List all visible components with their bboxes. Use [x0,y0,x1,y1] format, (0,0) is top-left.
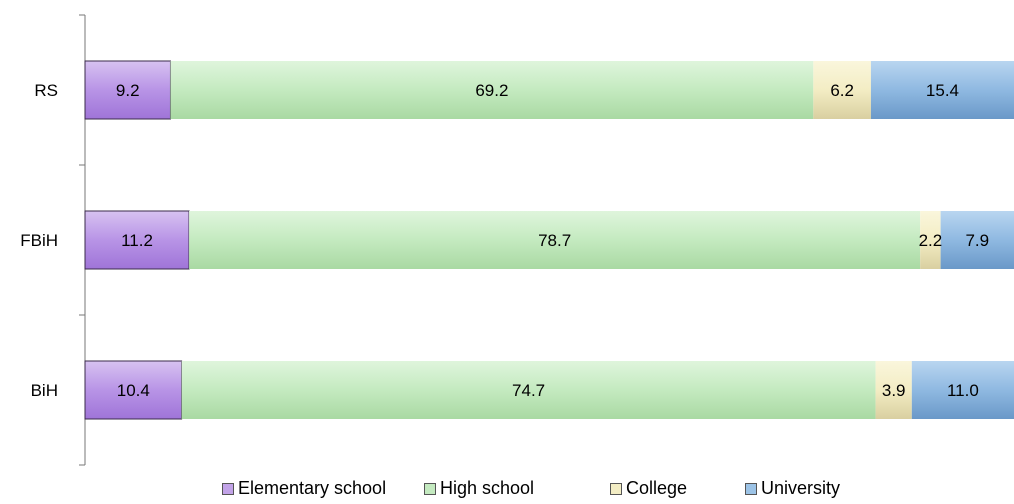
category-label: FBiH [20,231,58,250]
data-label: 9.2 [116,81,140,100]
legend-label: University [761,478,841,498]
category-label: BiH [31,381,58,400]
data-label: 2.2 [919,231,943,250]
data-label: 7.9 [965,231,989,250]
legend-swatch [424,482,436,495]
data-label: 11.0 [947,381,979,400]
bar-segment [170,61,814,119]
legend-label: Elementary school [238,478,387,498]
legend: Elementary school High school College Unive… [0,478,1014,504]
category-label: RS [34,81,58,100]
bar-segment [940,211,1014,269]
bar-segment [181,361,876,419]
legend-item: High school [424,478,534,499]
labels: 9.2 69.2 6.2 15.4 11.2 78.7 2.2 7.9 10.4 74.7 3.9 1… [116,81,989,400]
bar-segment [84,60,171,120]
legend-swatch [222,482,234,495]
legend-label: High school [440,478,535,498]
legend-swatch [610,482,622,495]
bar-segment [84,360,183,420]
data-label: 78.7 [538,231,571,250]
bar-segment [911,361,1014,419]
data-label: 69.2 [475,81,508,100]
bar-segment [920,211,941,269]
bar-segment [870,61,1014,119]
data-label: 6.2 [830,81,854,100]
bar-segment [875,361,912,419]
data-label: 74.7 [512,381,545,400]
legend-item: College [610,478,687,499]
legend-label: College [626,478,688,498]
bar-segment [189,211,921,269]
legend-item: Elementary school [222,478,386,499]
data-label: 11.2 [121,231,153,250]
bars [84,60,1014,420]
data-label: 15.4 [926,81,959,100]
legend-item: University [745,478,840,499]
data-label: 10.4 [117,381,150,400]
data-label: 3.9 [882,381,906,400]
legend-swatch [745,482,757,495]
category-axis: RS FBiH BiH [20,14,86,466]
bar-segment [813,61,871,119]
